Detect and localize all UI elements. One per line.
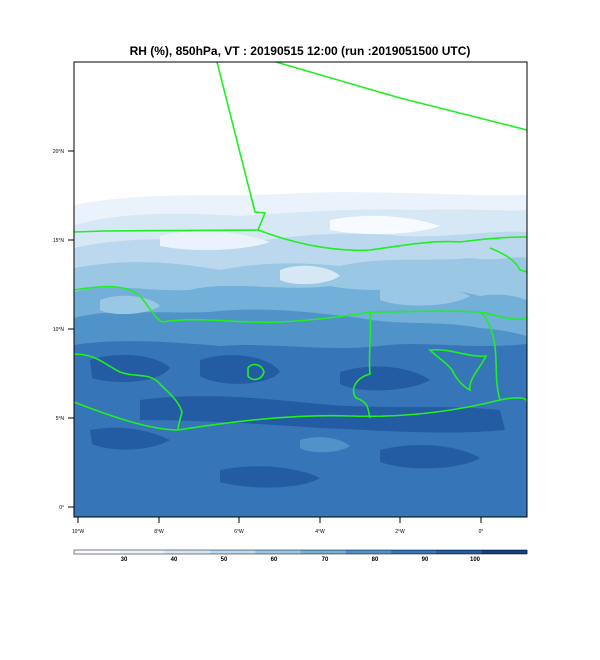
colorbar-label: 50 (221, 557, 228, 563)
colorbar-label: 80 (372, 557, 379, 563)
colorbar-swatch (391, 550, 437, 554)
plot-frame (73, 61, 528, 518)
lon-tick-label: 0° (479, 529, 484, 535)
lon-tick-label: 10°W (72, 529, 85, 535)
lon-tick-label: 2°W (395, 529, 405, 535)
colorbar-frame (73, 549, 528, 555)
map-title: RH (%), 850hPa, VT : 20190515 12:00 (run… (129, 44, 471, 58)
colorbar-swatch (74, 550, 120, 554)
colorbar-swatch (345, 550, 392, 554)
colorbar-swatch (164, 550, 211, 554)
colorbar-swatch (481, 550, 528, 554)
lon-tick-label: 6°W (234, 529, 244, 535)
colorbar-label: 70 (322, 557, 329, 563)
colorbar-swatch (255, 550, 301, 554)
rh-field (74, 62, 527, 517)
lat-tick-label: 0° (59, 505, 64, 511)
lon-tick-label: 8°W (154, 529, 164, 535)
colorbar-swatch (436, 550, 482, 554)
lat-tick-label: 5°N (56, 416, 65, 422)
colorbar-label: 40 (171, 557, 178, 563)
colorbar-swatch (209, 550, 256, 554)
colorbar-swatch (300, 550, 347, 554)
lon-axis (77, 517, 482, 523)
colorbar-label: 90 (422, 557, 429, 563)
colorbar-label: 30 (121, 557, 128, 563)
colorbar-label: 100 (470, 557, 481, 563)
colorbar-label: 60 (271, 557, 278, 563)
country-borders (74, 62, 527, 431)
lat-tick-label: 10°N (53, 327, 65, 333)
colorbar (73, 549, 528, 555)
colorbar-swatch (119, 550, 165, 554)
lat-axis (68, 150, 74, 508)
lon-tick-label: 4°W (315, 529, 325, 535)
lat-tick-label: 20°N (53, 149, 65, 155)
lat-tick-label: 15°N (53, 238, 65, 244)
